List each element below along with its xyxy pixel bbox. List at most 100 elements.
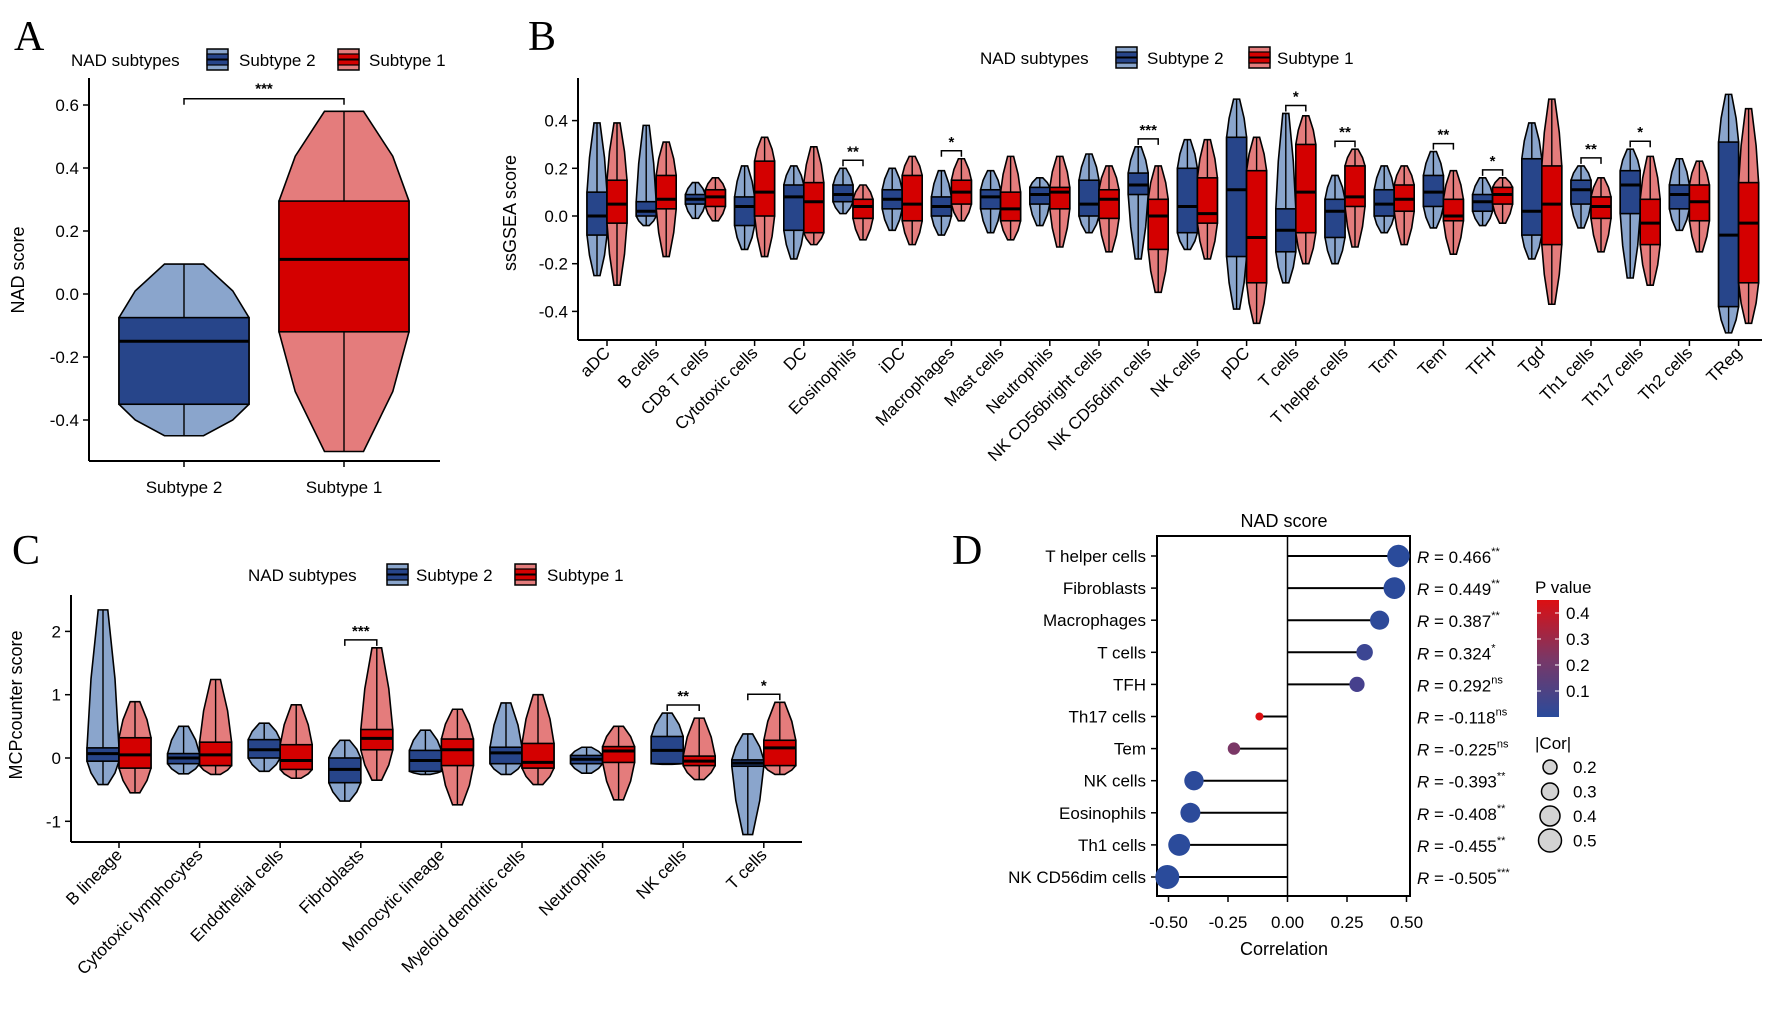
box-iqr xyxy=(733,196,756,227)
r-symbol: R xyxy=(1417,644,1429,663)
y-axis-title: MCPcounter score xyxy=(6,630,26,779)
significance-label: ** xyxy=(1497,803,1506,815)
x-tick-label-neutrophils: Neutrophils xyxy=(535,845,609,919)
r-value: 0.324 xyxy=(1449,644,1492,663)
box-violin-subtype-1-dc xyxy=(802,146,825,246)
box-violin-subtype-1-nk-cd56bright-cells xyxy=(1098,165,1120,253)
box-violin-subtype-1-myeloid-dendritic-cells xyxy=(521,693,555,786)
box-violin-subtype-2-cytotoxic-lymphocytes xyxy=(166,725,201,775)
legend-key-subtype-2 xyxy=(386,563,409,586)
legend-key-subtype-1 xyxy=(1248,46,1271,69)
box-violin-subtype-2-t-cells xyxy=(730,733,765,836)
size-legend-label: 0.2 xyxy=(1573,758,1597,777)
r-symbol: R xyxy=(1417,837,1429,856)
r-symbol: R xyxy=(1417,773,1429,792)
box-violin-subtype-2-nk-cells xyxy=(650,712,685,766)
box-violin-subtype-2-endothelial-cells xyxy=(247,722,281,773)
box-iqr xyxy=(999,191,1022,222)
x-axis-title: Correlation xyxy=(1240,939,1328,959)
box-violin-subtype-2-t-cells xyxy=(1275,112,1297,284)
y-tick-label-t-cells: T cells xyxy=(1097,643,1146,662)
legend-label-subtype-2: Subtype 2 xyxy=(1147,49,1224,68)
box-iqr xyxy=(1737,181,1760,284)
box-violin-subtype-2-tfh xyxy=(1471,177,1494,227)
box-violin-subtype-2-th2-cells xyxy=(1668,157,1691,232)
significance-label: ** xyxy=(1585,141,1597,158)
correlation-label-nk-cells: R = -0.393** xyxy=(1417,771,1506,792)
y-tick-label: -0.2 xyxy=(539,255,568,274)
correlation-label-th17-cells: R = -0.118ns xyxy=(1417,707,1508,728)
lollipop-point-th1-cells xyxy=(1168,833,1191,856)
r-value: 0.466 xyxy=(1449,548,1492,567)
x-tick-label-pdc: pDC xyxy=(1216,343,1253,380)
y-tick-label: -1 xyxy=(46,812,61,831)
x-tick-label-subtype-1: Subtype 1 xyxy=(306,478,383,497)
significance-bracket xyxy=(1629,140,1651,148)
x-tick-label-dc: DC xyxy=(780,343,811,374)
chart-title: NAD score xyxy=(1240,511,1327,531)
panel-label-b: B xyxy=(528,14,556,60)
r-value: -0.505 xyxy=(1449,869,1497,888)
r-value: -0.455 xyxy=(1449,837,1497,856)
significance-label: *** xyxy=(1139,122,1157,139)
box-iqr xyxy=(1049,186,1071,210)
significance-bracket xyxy=(1334,140,1356,148)
r-equals: = xyxy=(1429,741,1448,760)
significance-label: ** xyxy=(1491,578,1500,590)
x-tick-label-treg: TReg xyxy=(1703,343,1746,386)
box-iqr xyxy=(521,742,555,769)
box-iqr xyxy=(1078,179,1100,217)
box-iqr xyxy=(1225,136,1248,258)
box-violin-subtype-1-th17-cells xyxy=(1639,155,1661,286)
r-symbol: R xyxy=(1417,869,1429,888)
box-violin-subtype-2-nk-cd56bright-cells xyxy=(1078,153,1100,234)
box-violin-subtype-1-eosinophils xyxy=(852,184,874,241)
box-violin-subtype-1-adc xyxy=(606,122,628,286)
y-tick-label: 1 xyxy=(52,686,61,705)
box-iqr xyxy=(1442,198,1465,222)
legend-title: NAD subtypes xyxy=(71,51,180,70)
r-symbol: R xyxy=(1417,676,1429,695)
r-symbol: R xyxy=(1417,709,1429,728)
box-violin-subtype-1-nk-cells xyxy=(1196,138,1219,260)
colorbar-tick-label: 0.1 xyxy=(1566,682,1590,701)
box-violin-subtype-1-pdc xyxy=(1245,136,1268,325)
size-legend-label: 0.3 xyxy=(1573,783,1597,802)
significance-label: ns xyxy=(1497,739,1509,751)
significance-label: * xyxy=(761,677,767,694)
significance-bracket xyxy=(1481,169,1504,176)
r-equals: = xyxy=(1429,773,1448,792)
box-iqr xyxy=(655,174,678,210)
x-tick-label-tcm: Tcm xyxy=(1366,343,1401,378)
size-legend-circle xyxy=(1542,759,1558,775)
box-iqr xyxy=(753,160,776,217)
significance-label: ** xyxy=(1497,835,1506,847)
significance-label: ** xyxy=(847,143,859,160)
size-legend-title: |Cor| xyxy=(1535,734,1571,753)
box-violin-subtype-2-adc xyxy=(586,122,608,277)
legend-panel-c: NAD subtypes Subtype 2 Subtype 1 xyxy=(248,563,624,586)
box-iqr xyxy=(762,739,797,767)
correlation-label-t-cells: R = 0.324* xyxy=(1417,642,1496,663)
r-equals: = xyxy=(1429,644,1448,663)
significance-label: ** xyxy=(1438,127,1450,144)
box-violin-subtype-2-neutrophils xyxy=(569,746,604,774)
significance-label: ** xyxy=(1491,610,1500,622)
box-violin-subtype-1-cd8-t-cells xyxy=(704,177,727,222)
p-value-colorbar xyxy=(1537,600,1559,717)
lollipop-point-th17-cells xyxy=(1255,712,1264,721)
box-iqr xyxy=(1344,165,1366,208)
significance-label: *** xyxy=(255,81,273,98)
x-tick-label: 0.25 xyxy=(1330,913,1363,932)
significance-bracket xyxy=(940,150,963,157)
significance-label: * xyxy=(1491,642,1496,654)
box-iqr xyxy=(1324,198,1346,239)
box-violin-subtype-1-neutrophils xyxy=(601,725,636,801)
correlation-label-fibroblasts: R = 0.449** xyxy=(1417,578,1500,599)
x-tick-label-t-cells: T cells xyxy=(723,845,771,893)
box-iqr xyxy=(1245,169,1268,284)
legend-label-subtype-1: Subtype 1 xyxy=(1277,49,1354,68)
x-tick-label-t-cells: T cells xyxy=(1255,343,1303,391)
box-violin-subtype-2-neutrophils xyxy=(1029,177,1051,227)
y-tick-label-th17-cells: Th17 cells xyxy=(1069,708,1146,727)
